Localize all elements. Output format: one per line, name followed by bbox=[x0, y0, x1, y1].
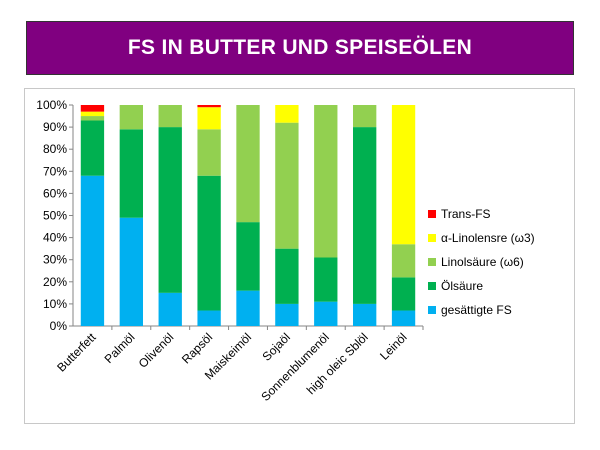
bar-segment bbox=[236, 222, 260, 291]
bar-segment bbox=[275, 122, 299, 249]
legend-label: gesättigte FS bbox=[441, 303, 512, 317]
bar-segment bbox=[391, 310, 416, 326]
y-tick-label: 100% bbox=[36, 98, 67, 112]
bar-segment bbox=[80, 111, 105, 117]
bar-segment bbox=[391, 277, 416, 311]
legend-swatch bbox=[428, 282, 436, 290]
x-tick-label: Leinöl bbox=[377, 330, 410, 363]
legend-label: Linolsäure (ω6) bbox=[441, 255, 524, 269]
bar-segment bbox=[353, 105, 377, 128]
y-tick-label: 90% bbox=[43, 120, 67, 134]
bar-segment bbox=[236, 290, 260, 326]
bar-segment bbox=[158, 127, 182, 293]
bar-segment bbox=[158, 105, 182, 128]
bar-segment bbox=[314, 301, 338, 326]
y-tick-label: 60% bbox=[43, 186, 67, 200]
legend-swatch bbox=[428, 306, 436, 314]
bar-segment bbox=[80, 116, 105, 121]
bar-segment bbox=[197, 105, 221, 108]
bar-segment bbox=[353, 127, 377, 304]
legend-swatch bbox=[428, 210, 436, 218]
x-tick-label: Sonnenblumenöl bbox=[258, 330, 332, 404]
title-banner: FS IN BUTTER UND SPEISEÖLEN bbox=[26, 21, 574, 75]
y-tick-label: 40% bbox=[43, 231, 67, 245]
legend-label: Trans-FS bbox=[441, 207, 491, 221]
bar-segment bbox=[119, 217, 143, 326]
legend-label: Ölsäure bbox=[441, 279, 483, 293]
x-tick-label: Sojaöl bbox=[260, 330, 293, 363]
bar-segment bbox=[275, 248, 299, 304]
legend-swatch bbox=[428, 258, 436, 266]
chart-title: FS IN BUTTER UND SPEISEÖLEN bbox=[127, 36, 473, 59]
bar-segment bbox=[275, 303, 299, 326]
bar-segment bbox=[236, 105, 260, 223]
legend-swatch bbox=[428, 234, 436, 242]
legend-label: α-Linolensre (ω3) bbox=[441, 231, 535, 245]
bar-segment bbox=[197, 129, 221, 176]
bar-segment bbox=[353, 303, 377, 326]
y-tick-label: 50% bbox=[43, 209, 67, 223]
bar-segment bbox=[80, 175, 105, 326]
chart-area bbox=[24, 88, 575, 424]
x-tick-label: Palmöl bbox=[102, 330, 138, 366]
bar-segment bbox=[80, 105, 105, 112]
bar-segment bbox=[391, 105, 416, 245]
bar-segment bbox=[314, 257, 338, 302]
bar-segment bbox=[119, 129, 143, 218]
x-tick-label: Butterfett bbox=[54, 330, 99, 375]
y-tick-label: 20% bbox=[43, 275, 67, 289]
bar-segment bbox=[158, 292, 182, 326]
bar-segment bbox=[80, 120, 105, 176]
bar-segment bbox=[197, 175, 221, 311]
x-tick-label: Rapsöl bbox=[179, 330, 215, 366]
y-tick-label: 80% bbox=[43, 142, 67, 156]
x-tick-label: Olivenöl bbox=[136, 330, 177, 371]
y-tick-label: 30% bbox=[43, 253, 67, 267]
bar-segment bbox=[197, 310, 221, 326]
bar-segment bbox=[391, 244, 416, 278]
y-tick-label: 70% bbox=[43, 164, 67, 178]
bar-segment bbox=[314, 105, 338, 258]
bar-segment bbox=[275, 105, 299, 123]
bar-segment bbox=[119, 105, 143, 130]
y-tick-label: 0% bbox=[50, 319, 68, 333]
y-tick-label: 10% bbox=[43, 297, 67, 311]
bar-segment bbox=[197, 107, 221, 130]
